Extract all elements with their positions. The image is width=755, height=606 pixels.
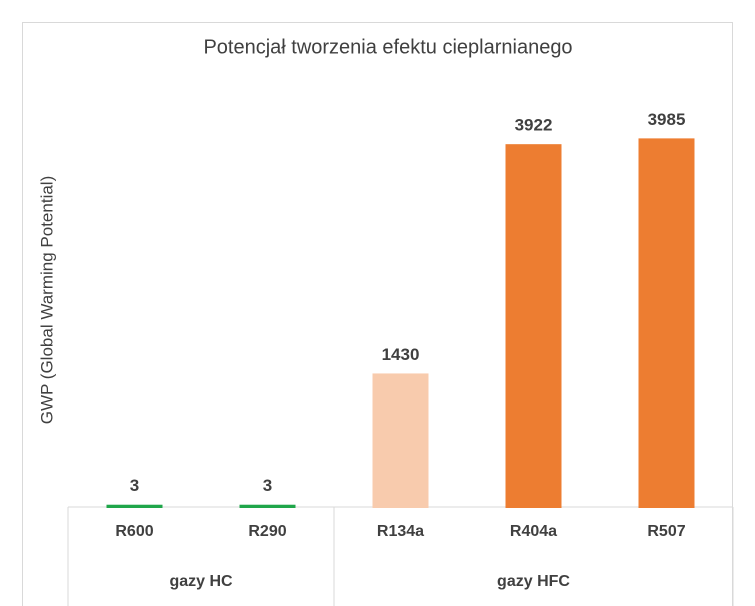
chart-title: Potencjał tworzenia efektu cieplarnianeg…: [203, 36, 572, 58]
x-tick-label: R134a: [377, 523, 424, 540]
bar: [106, 504, 163, 508]
bar: [638, 138, 695, 508]
bar: [505, 144, 562, 508]
x-tick-label: R404a: [510, 523, 557, 540]
value-label: 1430: [382, 345, 420, 364]
y-axis-label: GWP (Global Warming Potential): [37, 176, 56, 424]
x-tick-label: R600: [115, 523, 153, 540]
value-label: 3: [130, 476, 139, 495]
chart-border: [22, 22, 733, 606]
value-label: 3922: [515, 116, 553, 135]
group-label: gazy HC: [169, 573, 233, 590]
value-label: 3: [263, 476, 272, 495]
bar: [372, 373, 429, 508]
group-label: gazy HFC: [497, 573, 570, 590]
value-label: 3985: [648, 110, 686, 129]
x-tick-label: R507: [647, 523, 685, 540]
x-tick-label: R290: [248, 523, 286, 540]
bar: [239, 504, 296, 508]
